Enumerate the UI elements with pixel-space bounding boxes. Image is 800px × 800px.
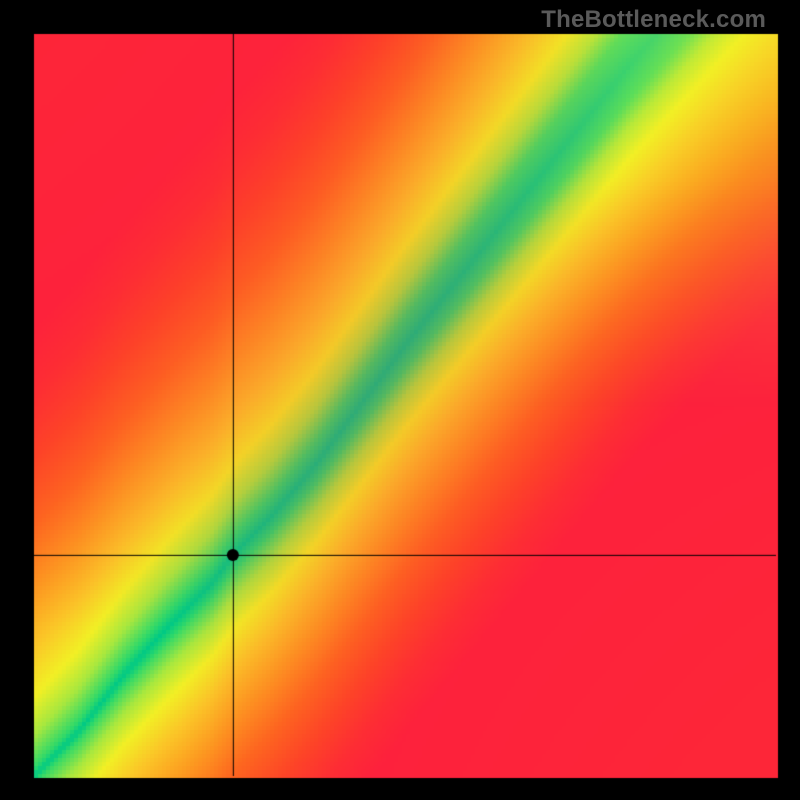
watermark-label: TheBottleneck.com (541, 6, 766, 34)
chart-container: TheBottleneck.com (0, 0, 800, 800)
bottleneck-heatmap (0, 0, 800, 800)
